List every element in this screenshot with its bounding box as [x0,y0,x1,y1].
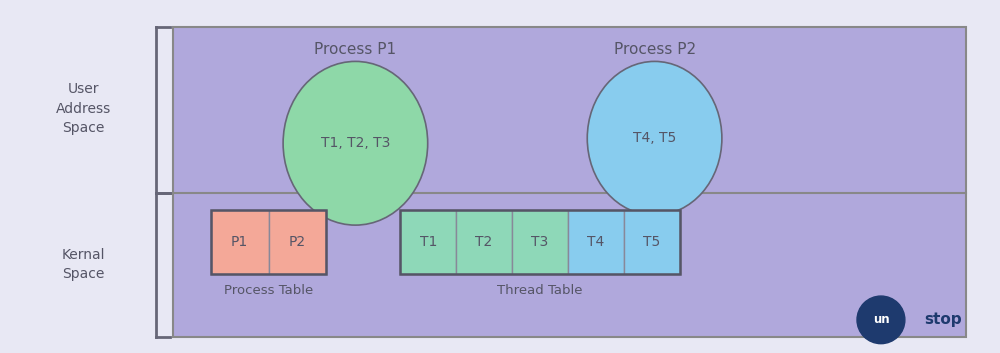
Text: T3: T3 [531,235,549,249]
Circle shape [857,296,905,344]
FancyBboxPatch shape [568,210,624,274]
Text: T2: T2 [475,235,493,249]
Text: T1: T1 [420,235,437,249]
Text: Process P2: Process P2 [614,42,696,56]
Ellipse shape [283,61,428,225]
FancyBboxPatch shape [173,27,966,337]
FancyBboxPatch shape [269,210,326,274]
Text: P1: P1 [231,235,248,249]
Text: User
Address
Space: User Address Space [56,82,111,135]
Text: T4: T4 [587,235,604,249]
Text: Thread Table: Thread Table [497,283,583,297]
FancyBboxPatch shape [456,210,512,274]
Text: Process Table: Process Table [224,283,313,297]
Text: T1, T2, T3: T1, T2, T3 [321,136,390,150]
Text: Process P1: Process P1 [314,42,396,56]
Text: T4, T5: T4, T5 [633,131,676,145]
FancyBboxPatch shape [624,210,680,274]
FancyBboxPatch shape [211,210,269,274]
Text: Kernal
Space: Kernal Space [61,247,105,281]
Text: un: un [873,313,889,327]
FancyBboxPatch shape [400,210,456,274]
Ellipse shape [587,61,722,215]
FancyBboxPatch shape [512,210,568,274]
Text: T5: T5 [643,235,660,249]
Text: stop: stop [924,312,962,327]
Text: P2: P2 [289,235,306,249]
